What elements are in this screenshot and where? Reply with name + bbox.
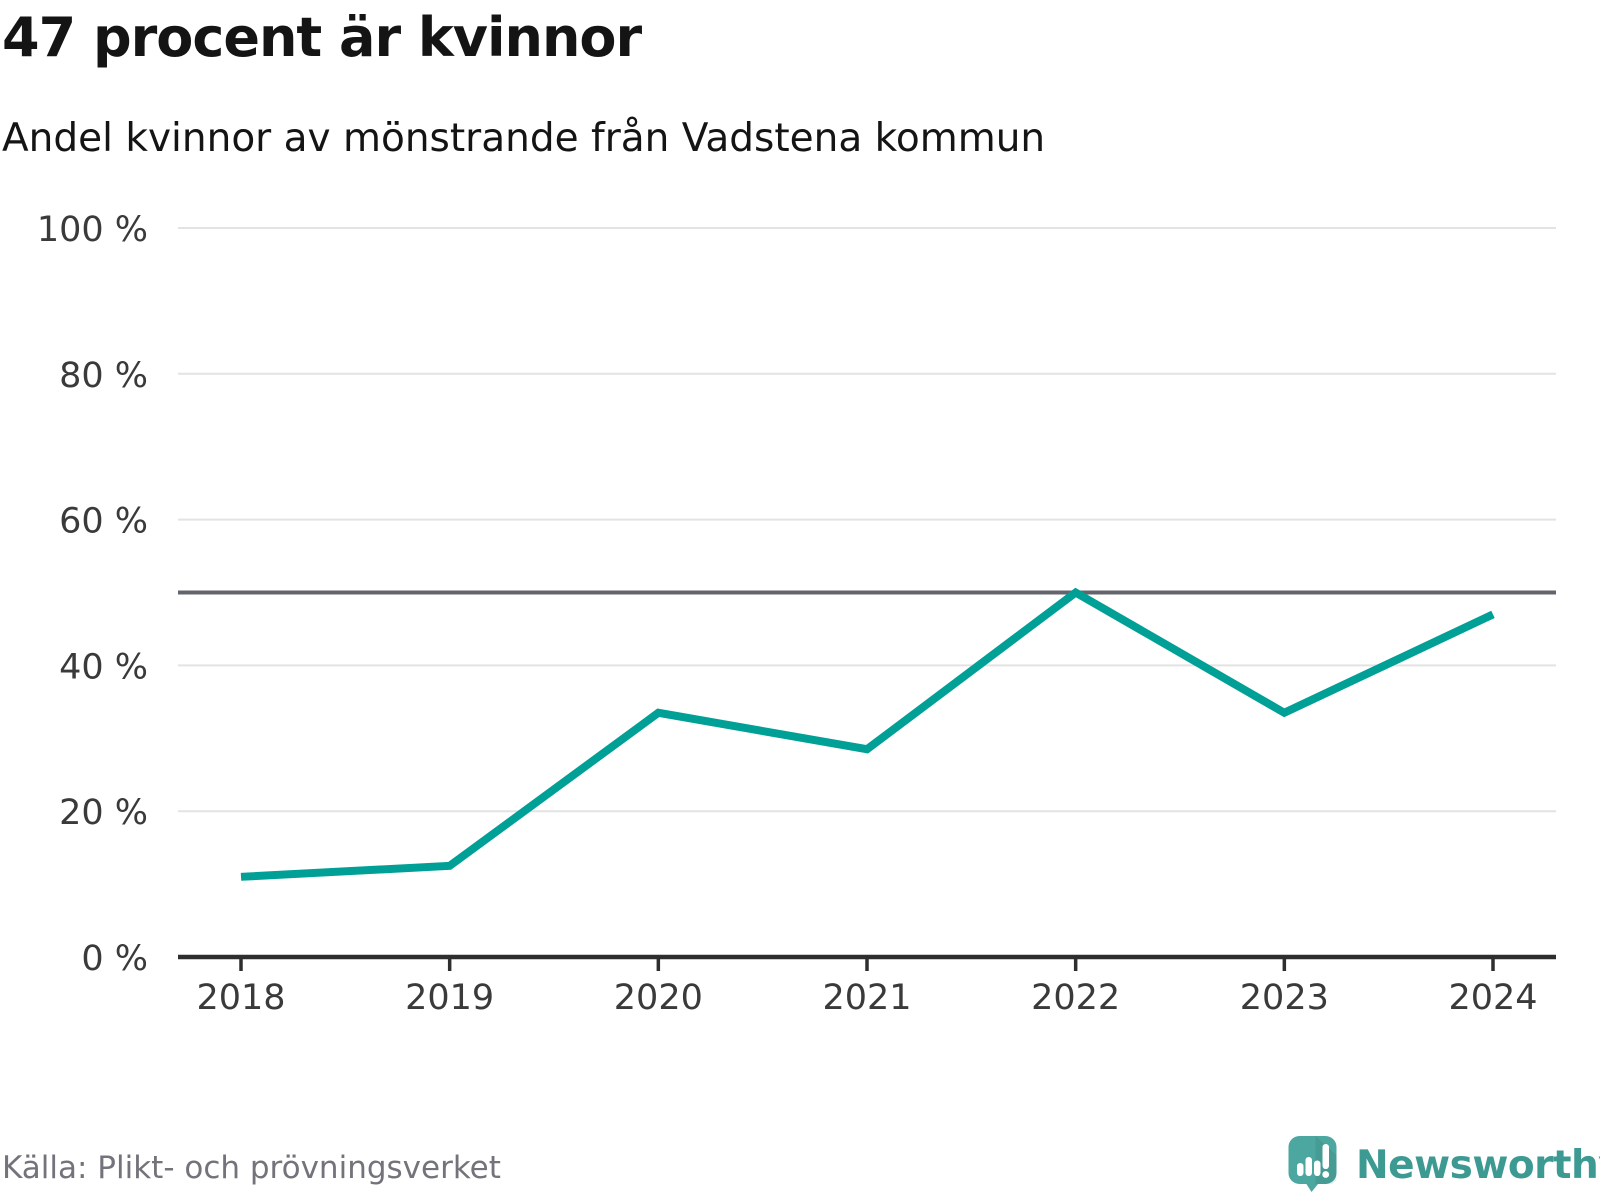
x-tick-label: 2023 [1240, 978, 1329, 1018]
x-tick-label: 2021 [822, 978, 911, 1018]
x-tick-label: 2024 [1448, 978, 1537, 1018]
y-tick-label: 20 % [59, 793, 148, 833]
bar-chart-bar-2 [1305, 1157, 1312, 1176]
x-tick-label: 2018 [196, 978, 285, 1018]
y-tick-label: 80 % [59, 356, 148, 396]
y-tick-label: 40 % [59, 647, 148, 687]
x-tick-label: 2019 [405, 978, 494, 1018]
exclamation-dot [1322, 1171, 1330, 1178]
x-tick-label: 2020 [614, 978, 703, 1018]
brand-name: Newsworthy [1356, 1143, 1600, 1188]
trend-line [240, 587, 1495, 881]
chart-subtitle: Andel kvinnor av mönstrande från Vadsten… [2, 116, 1046, 161]
bar-chart-bar-3 [1314, 1160, 1321, 1176]
bar-chart-bar-1 [1297, 1163, 1304, 1176]
y-tick-label: 60 % [59, 502, 148, 542]
x-tick-label: 2022 [1031, 978, 1120, 1018]
y-tick-label: 100 % [37, 210, 148, 250]
chart-title: 47 procent är kvinnor [2, 6, 642, 69]
source-note: Källa: Plikt- och prövningsverket [2, 1150, 501, 1186]
y-tick-label: 0 % [81, 939, 148, 979]
newsworthy-logo: Newsworthy [1288, 1136, 1600, 1195]
exclamation-bar [1322, 1144, 1329, 1169]
speech-bubble-chart-icon [1288, 1136, 1337, 1192]
